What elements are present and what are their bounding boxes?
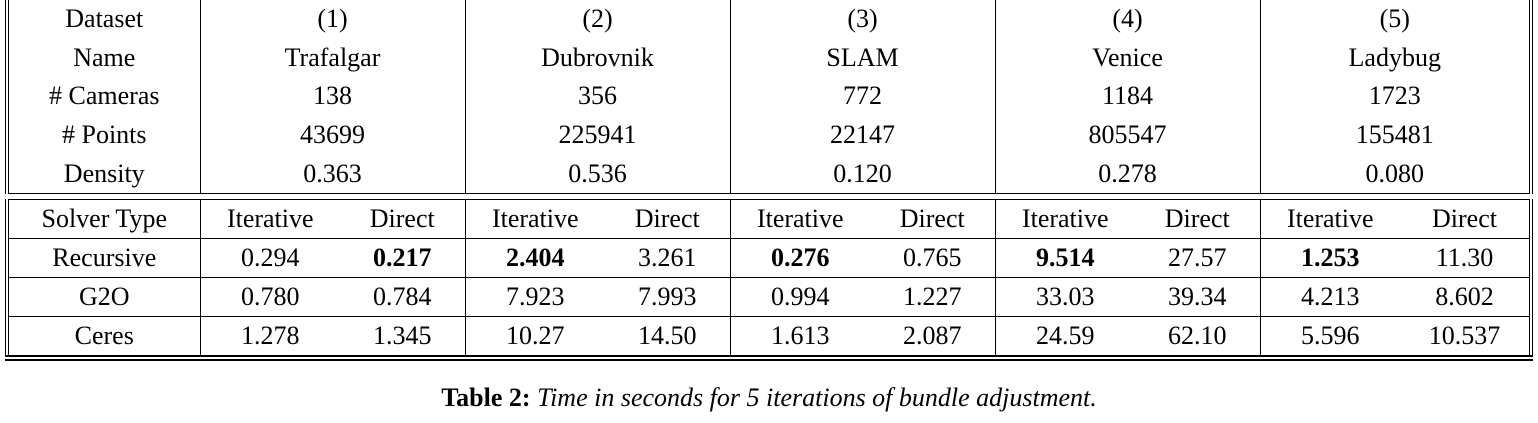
cell: 0.120 (729, 154, 995, 194)
table-row: # Points 43699 225941 22147 805547 155481 (7, 115, 1531, 155)
table-row: Name Trafalgar Dubrovnik SLAM Venice Ladybug (7, 38, 1531, 78)
cell: 10.27 (464, 316, 605, 358)
cell: 7.923 (464, 277, 605, 317)
row-header: Ceres (7, 316, 200, 358)
column-header: Iterative (199, 199, 340, 239)
cell: Dubrovnik (464, 38, 730, 78)
timing-table: Solver Type Iterative Direct Iterative Direc… (5, 199, 1533, 361)
cell: 24.59 (994, 316, 1135, 358)
row-header: # Points (61, 120, 147, 150)
cell: 14.50 (605, 316, 730, 358)
cell: 2.087 (870, 316, 995, 358)
cell: 0.080 (1259, 154, 1531, 194)
cell: 0.278 (994, 154, 1260, 194)
cell: 772 (729, 77, 995, 116)
caption: Table 2: Time in seconds for 5 iteration… (0, 383, 1538, 413)
table-row: Recursive 0.294 0.217 2.404 3.261 0.276 0.765 9… (7, 238, 1531, 278)
cell: 0.994 (729, 277, 870, 317)
cell: 0.784 (340, 277, 465, 317)
cell: 39.34 (1135, 277, 1260, 317)
row-header: Solver Type (7, 199, 200, 239)
cell: 5.596 (1259, 316, 1400, 358)
column-header: Direct (605, 199, 730, 239)
table-row: Ceres 1.278 1.345 10.27 14.50 1.613 2.087 24.59… (7, 316, 1531, 358)
cell: Ladybug (1259, 38, 1531, 78)
cell: 805547 (994, 115, 1260, 155)
cell: 27.57 (1135, 238, 1260, 278)
cell: 11.30 (1400, 238, 1531, 278)
cell: Venice (994, 38, 1260, 78)
table-row: Density 0.363 0.536 0.120 0.278 0.080 (7, 154, 1531, 194)
cell: 138 (199, 77, 465, 116)
cell: 1.278 (199, 316, 340, 358)
cell: 8.602 (1400, 277, 1531, 317)
cell: 22147 (729, 115, 995, 155)
cell: 0.276 (729, 238, 870, 278)
cell: 10.537 (1400, 316, 1531, 358)
cell: 1.613 (729, 316, 870, 358)
cell: SLAM (729, 38, 995, 78)
cell: 0.363 (199, 154, 465, 194)
row-header: Name (73, 42, 136, 72)
caption-label: Table 2: (441, 383, 531, 412)
cell: 33.03 (994, 277, 1135, 317)
cell: 2.404 (464, 238, 605, 278)
cell: 356 (464, 77, 730, 116)
cell: 9.514 (994, 238, 1135, 278)
cell: (2) (464, 0, 730, 39)
cell: 4.213 (1259, 277, 1400, 317)
cell: 0.765 (870, 238, 995, 278)
cell: 7.993 (605, 277, 730, 317)
cell: 3.261 (605, 238, 730, 278)
row-header: G2O (7, 277, 200, 317)
table-header-row: Solver Type Iterative Direct Iterative Direc… (7, 199, 1531, 239)
cell: Trafalgar (199, 38, 465, 78)
cell: 1.227 (870, 277, 995, 317)
row-header: Recursive (7, 238, 200, 278)
cell: (3) (729, 0, 995, 39)
cell: (1) (199, 0, 465, 39)
row-header: # Cameras (49, 81, 160, 111)
cell: 225941 (464, 115, 730, 155)
cell: 0.536 (464, 154, 730, 194)
column-header: Direct (340, 199, 465, 239)
table-row: Dataset (1) (2) (3) (4) (5) (7, 0, 1531, 39)
row-header: Dataset (65, 4, 144, 34)
column-header: Direct (1135, 199, 1260, 239)
row-header: Density (63, 158, 145, 188)
caption-text: Time in seconds for 5 iterations of bund… (537, 383, 1097, 412)
table-row: # Cameras 138 356 772 1184 1723 (7, 77, 1531, 116)
cell: 1184 (994, 77, 1260, 116)
cell: 62.10 (1135, 316, 1260, 358)
column-header: Iterative (1259, 199, 1400, 239)
cell: 43699 (199, 115, 465, 155)
column-header: Iterative (464, 199, 605, 239)
cell: 0.217 (340, 238, 465, 278)
cell: 1.345 (340, 316, 465, 358)
column-header: Direct (870, 199, 995, 239)
table-row: G2O 0.780 0.784 7.923 7.993 0.994 1.227 33.03 39… (7, 277, 1531, 317)
cell: 155481 (1259, 115, 1531, 155)
column-header: Iterative (994, 199, 1135, 239)
cell: 0.294 (199, 238, 340, 278)
cell: (4) (994, 0, 1260, 39)
dataset-table: Dataset (1) (2) (3) (4) (5) Name Trafalgar Dubro… (5, 0, 1533, 194)
column-header: Iterative (729, 199, 870, 239)
cell: (5) (1259, 0, 1531, 39)
cell: 1.253 (1259, 238, 1400, 278)
cell: 0.780 (199, 277, 340, 317)
column-header: Direct (1400, 199, 1531, 239)
cell: 1723 (1259, 77, 1531, 116)
